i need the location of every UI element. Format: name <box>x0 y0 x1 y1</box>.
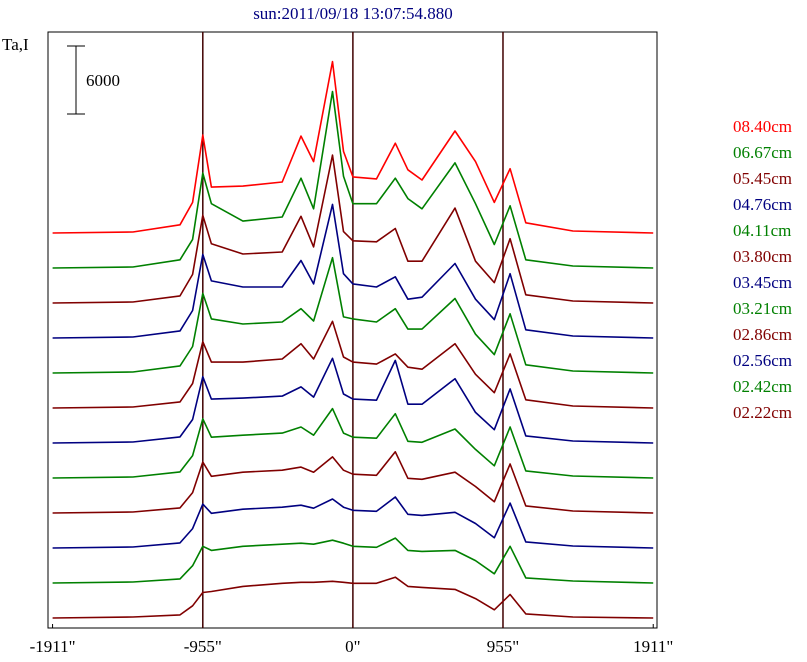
x-tick-label: 955" <box>487 637 519 656</box>
legend-label: 02.56cm <box>733 351 792 370</box>
x-tick-label: 1911" <box>633 637 673 656</box>
series-line <box>52 407 654 479</box>
chart-title: sun:2011/09/18 13:07:54.880 <box>253 4 453 23</box>
legend-label: 03.80cm <box>733 247 792 266</box>
legend-label: 04.11cm <box>733 221 791 240</box>
legend-label: 02.22cm <box>733 403 792 422</box>
series-line <box>52 320 654 409</box>
series-line <box>52 451 654 514</box>
series-line <box>52 537 654 584</box>
legend-label: 03.21cm <box>733 299 792 318</box>
legend-label: 04.76cm <box>733 195 792 214</box>
series-line <box>52 496 654 549</box>
series-line <box>52 90 654 269</box>
x-tick-label: 0" <box>345 637 360 656</box>
series-line <box>52 576 654 619</box>
x-tick-label: -955" <box>184 637 222 656</box>
legend-label: 05.45cm <box>733 169 792 188</box>
legend-label: 06.67cm <box>733 143 792 162</box>
series-line <box>52 60 654 234</box>
x-tick-label: -1911" <box>30 637 76 656</box>
series-line <box>52 256 654 374</box>
legend-label: 08.40cm <box>733 117 792 136</box>
scale-bar-label: 6000 <box>86 71 120 90</box>
legend-label: 02.42cm <box>733 377 792 396</box>
legend-label: 03.45cm <box>733 273 792 292</box>
series-line <box>52 154 654 304</box>
series-line <box>52 203 654 339</box>
y-axis-label: Ta,I <box>2 35 29 54</box>
legend-label: 02.86cm <box>733 325 792 344</box>
series-line <box>52 357 654 444</box>
